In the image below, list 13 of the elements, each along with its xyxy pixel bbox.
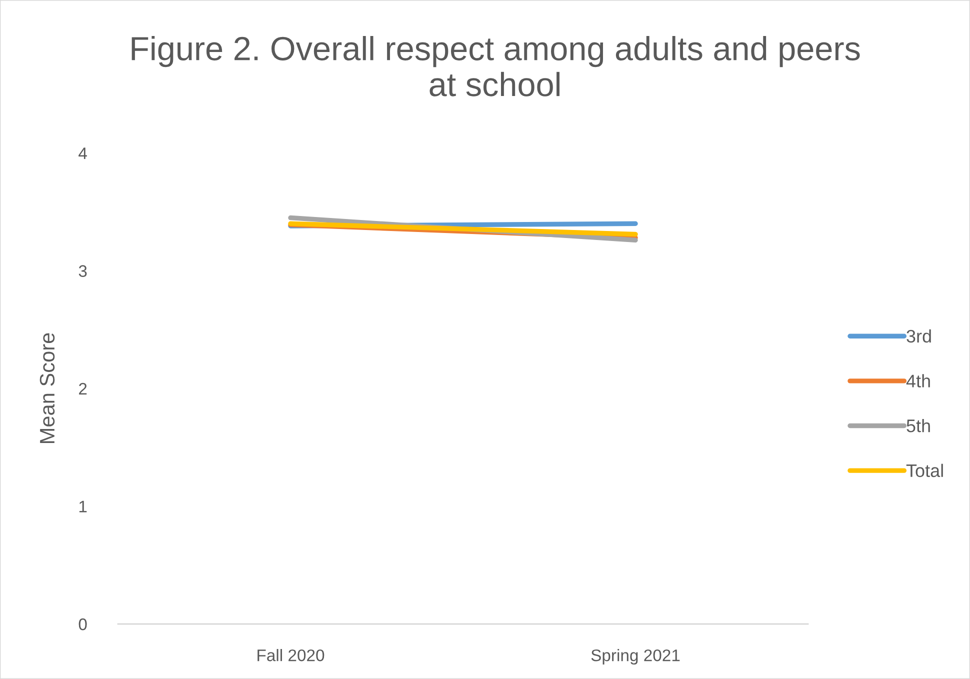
legend-label: 5th <box>906 418 930 432</box>
legend-label: 3rd <box>906 329 931 343</box>
y-tick-label: 2 <box>79 382 87 395</box>
x-tick-label: Fall 2020 <box>258 649 324 662</box>
y-axis-title: Mean Score <box>40 333 55 443</box>
y-tick-label: 0 <box>78 618 87 630</box>
chart-title: Figure 2. Overall respect among adults and peers at school <box>132 36 860 96</box>
legend-label: 4th <box>906 374 930 388</box>
y-tick-label: 3 <box>78 265 87 277</box>
legend-label: Total <box>906 464 943 478</box>
x-tick-label: Spring 2021 <box>591 649 680 665</box>
y-tick-label: 4 <box>78 148 87 160</box>
y-tick-label: 1 <box>79 500 87 512</box>
